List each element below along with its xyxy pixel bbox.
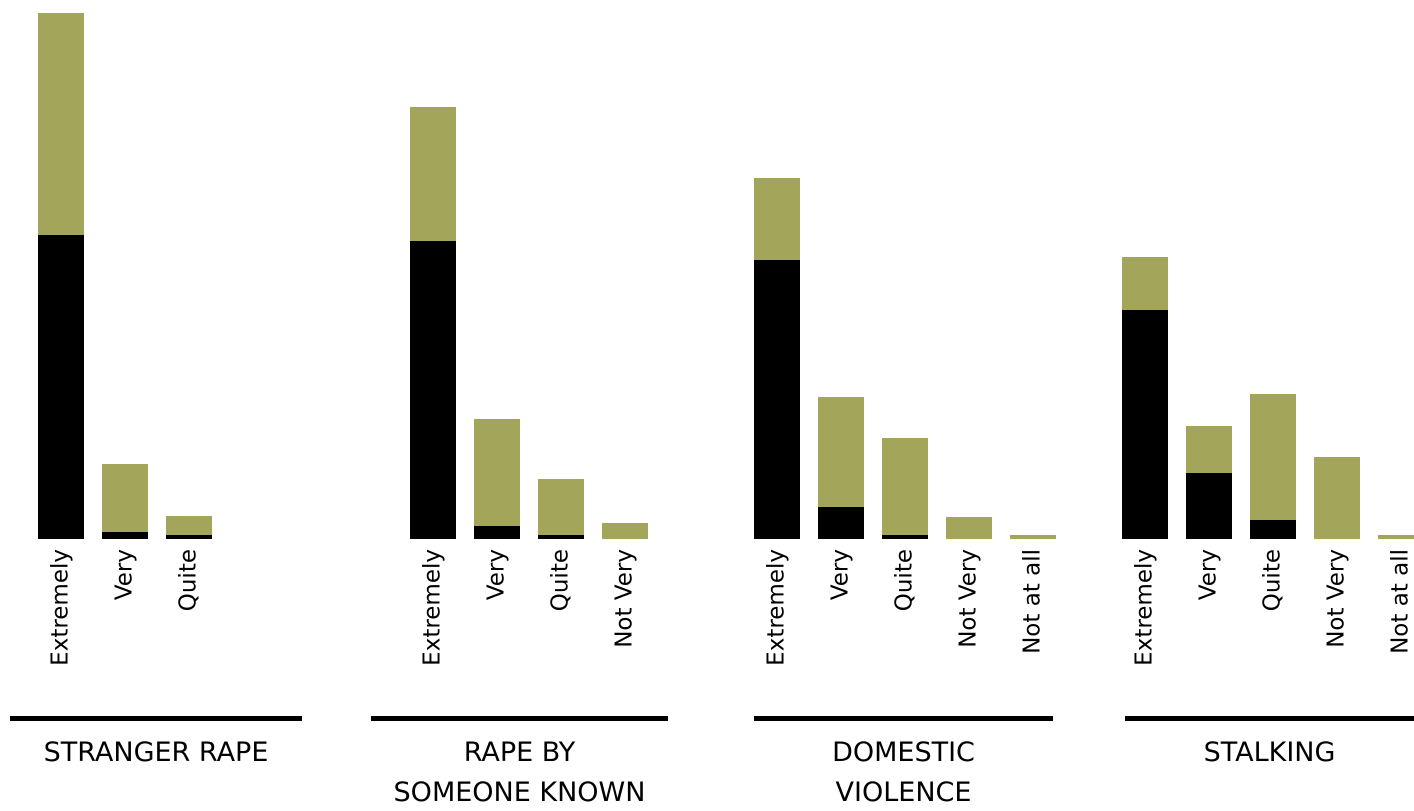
bar-segment (474, 526, 520, 539)
category-label: Quite (1260, 549, 1286, 611)
category-label: Not Very (1324, 549, 1350, 648)
group-underline (10, 716, 302, 721)
bar-segment (602, 523, 648, 539)
category-label: Not Very (612, 549, 638, 648)
bar-segment (1250, 394, 1296, 520)
bar-segment (818, 507, 864, 539)
group-underline (371, 716, 668, 721)
bar-segment (166, 516, 212, 535)
group-title: STRANGER RAPE (43, 737, 269, 768)
group-title: RAPE BY SOMEONE KNOWN (393, 737, 646, 808)
bar-segment (882, 535, 928, 539)
bar-segment (1122, 257, 1168, 310)
bar-segment (1122, 310, 1168, 539)
bar-segment (1314, 457, 1360, 539)
category-label: Quite (176, 549, 202, 611)
category-label: Not at all (1020, 549, 1046, 654)
group-underline (754, 716, 1053, 721)
category-label: Extremely (764, 549, 790, 666)
bar-segment (538, 535, 584, 539)
category-label: Very (1196, 549, 1222, 600)
bar-segment (818, 397, 864, 507)
bar-segment (882, 438, 928, 535)
bar-segment (1186, 473, 1232, 539)
bar-segment (38, 235, 84, 539)
category-label: Extremely (420, 549, 446, 666)
bar-segment (166, 535, 212, 539)
bar-segment (538, 479, 584, 535)
group-title: DOMESTIC VIOLENCE (832, 737, 975, 808)
bar-segment (946, 517, 992, 539)
category-label: Quite (548, 549, 574, 611)
category-label: Not Very (956, 549, 982, 648)
bar-segment (102, 532, 148, 539)
bar-segment (1010, 535, 1056, 539)
bar-segment (754, 178, 800, 260)
bar-segment (38, 13, 84, 235)
bar-segment (410, 107, 456, 241)
category-label: Very (112, 549, 138, 600)
bar-segment (1378, 535, 1414, 539)
bar-segment (102, 464, 148, 532)
category-label: Not at all (1388, 549, 1414, 654)
bar-segment (1250, 520, 1296, 539)
category-label: Extremely (48, 549, 74, 666)
bar-segment (1186, 426, 1232, 473)
category-label: Very (484, 549, 510, 600)
group-title: STALKING (1203, 737, 1336, 768)
bar-segment (754, 260, 800, 539)
category-label: Very (828, 549, 854, 600)
category-label: Quite (892, 549, 918, 611)
bar-segment (410, 241, 456, 539)
category-label: Extremely (1132, 549, 1158, 666)
bar-segment (474, 419, 520, 526)
group-underline (1125, 716, 1414, 721)
